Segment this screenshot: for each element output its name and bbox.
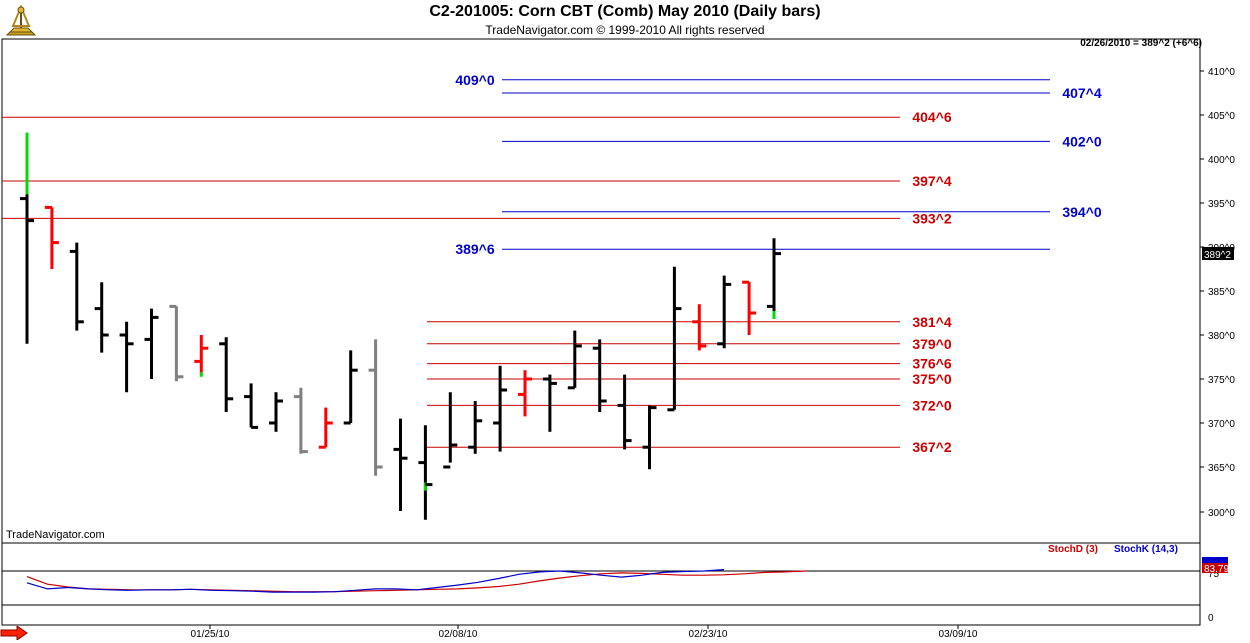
price-readout: 02/26/2010 = 389^2 (+6^6): [1080, 38, 1202, 49]
level-label: 407^4: [1062, 85, 1102, 101]
level-label: 376^6: [912, 356, 952, 372]
price-panel-frame: [1, 38, 1201, 544]
x-tick-label: 03/09/10: [939, 629, 978, 640]
sextant-icon: [5, 4, 37, 36]
level-label: 402^0: [1062, 133, 1102, 149]
x-tick-label: 01/25/10: [191, 629, 230, 640]
stochd-legend: StochD (3): [1048, 544, 1098, 555]
level-label: 372^0: [912, 397, 952, 413]
indicator-panel-frame: [1, 542, 1201, 626]
y-tick-label: 410^0: [1208, 67, 1235, 78]
chart-subtitle: TradeNavigator.com © 1999-2010 All right…: [485, 23, 765, 37]
y-tick-label: 370^0: [1208, 419, 1235, 430]
last-price-tag: 389^2: [1204, 250, 1231, 261]
x-tick-label: 02/08/10: [439, 629, 478, 640]
level-label: 394^0: [1062, 204, 1102, 220]
level-label: 404^6: [912, 109, 952, 125]
stochk-line: [26, 569, 725, 593]
stochd-line: [26, 570, 807, 593]
level-label: 379^0: [912, 336, 952, 352]
y-tick-label: 385^0: [1208, 287, 1235, 298]
level-label: 367^2: [912, 439, 952, 455]
y-tick-label: 365^0: [1208, 463, 1235, 474]
chart-title: C2-201005: Corn CBT (Comb) May 2010 (Dai…: [429, 3, 821, 20]
y-tick-label: 395^0: [1208, 199, 1235, 210]
level-label: 375^0: [912, 371, 952, 387]
level-label: 397^4: [912, 173, 952, 189]
y-tick-label: 380^0: [1208, 331, 1235, 342]
scroll-right-arrow-icon[interactable]: [0, 626, 28, 640]
trade-navigator-logo: [4, 4, 38, 36]
stoch-tick-0: 0: [1208, 613, 1214, 624]
stochd-value-tag-bg: [1202, 563, 1228, 573]
last-price-tag-bg: [1202, 247, 1234, 260]
x-tick-label: 02/23/10: [689, 629, 728, 640]
y-tick-label: 375^0: [1208, 375, 1235, 386]
y-tick-label: 300^0: [1208, 508, 1235, 519]
stoch-value-tag: 83.79: [1204, 564, 1229, 575]
stochk-legend: StochK (14,3): [1114, 544, 1178, 555]
stoch-tick-75: 75: [1208, 569, 1220, 580]
level-label: 389^6: [455, 241, 495, 257]
level-label: 381^4: [912, 314, 952, 330]
level-label: 409^0: [455, 72, 495, 88]
y-tick-label: 405^0: [1208, 111, 1235, 122]
watermark-text: TradeNavigator.com: [6, 529, 105, 541]
level-label: 393^2: [912, 210, 952, 226]
y-tick-label: 400^0: [1208, 155, 1235, 166]
stochk-value-tag: [1202, 557, 1228, 563]
